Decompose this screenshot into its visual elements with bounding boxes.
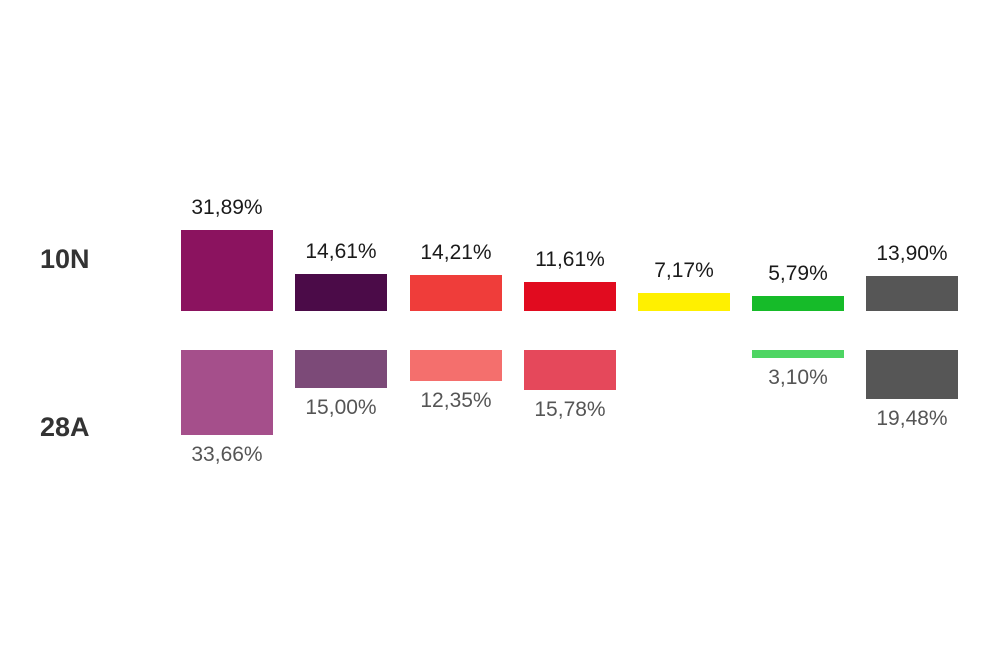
bar-10n-1 — [181, 230, 273, 311]
row-label-10n: 10N — [40, 244, 90, 274]
bar-10n-6 — [752, 296, 844, 311]
value-label-10n-4: 11,61% — [535, 248, 605, 271]
row-label-28a: 28A — [40, 412, 90, 442]
bar-28a-7 — [866, 350, 958, 399]
value-label-10n-5: 7,17% — [654, 259, 714, 282]
value-label-28a-7: 19,48% — [876, 407, 948, 430]
value-label-10n-2: 14,61% — [305, 240, 377, 263]
value-label-28a-6: 3,10% — [768, 366, 828, 389]
bar-10n-2 — [295, 274, 387, 311]
value-label-28a-1: 33,66% — [191, 443, 263, 466]
value-label-28a-2: 15,00% — [305, 396, 377, 419]
bar-10n-5 — [638, 293, 730, 311]
value-label-10n-1: 31,89% — [191, 196, 263, 219]
bar-10n-4 — [524, 282, 616, 311]
value-label-28a-4: 15,78% — [534, 398, 606, 421]
bar-10n-7 — [866, 276, 958, 311]
bar-28a-1 — [181, 350, 273, 435]
bar-28a-4 — [524, 350, 616, 390]
bar-28a-3 — [410, 350, 502, 381]
bar-28a-2 — [295, 350, 387, 388]
value-label-10n-3: 14,21% — [420, 241, 492, 264]
value-label-10n-7: 13,90% — [876, 242, 948, 265]
bar-28a-6 — [752, 350, 844, 358]
value-label-10n-6: 5,79% — [768, 262, 828, 285]
value-label-28a-3: 12,35% — [420, 389, 492, 412]
bar-10n-3 — [410, 275, 502, 311]
